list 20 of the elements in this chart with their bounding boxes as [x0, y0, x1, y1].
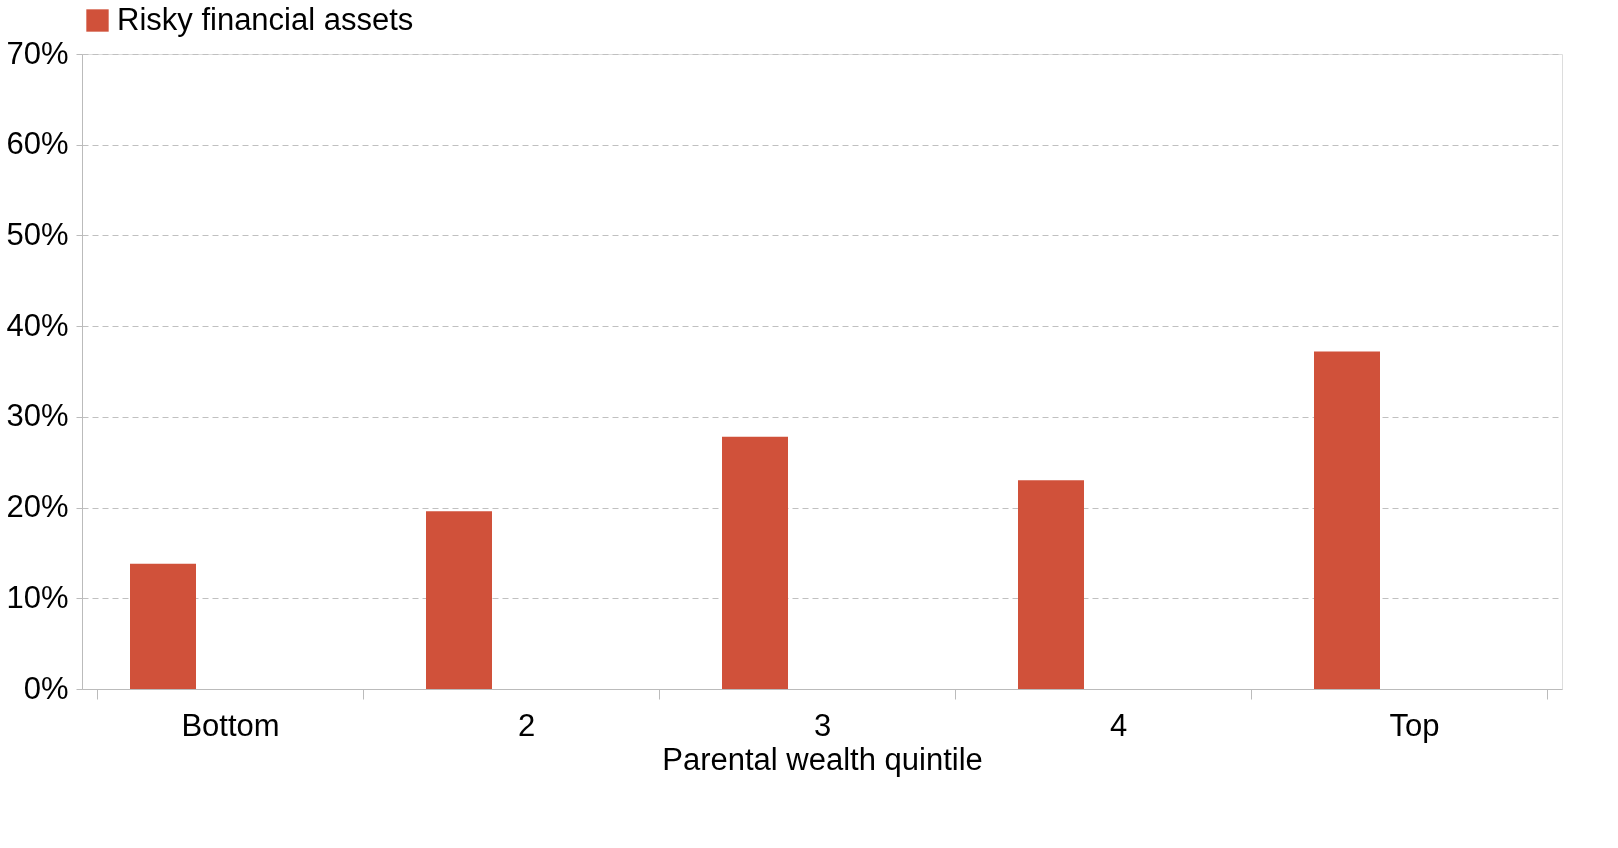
x-tick-label: 3: [813, 707, 832, 743]
bar: [722, 436, 788, 689]
x-tick-label: 4: [1109, 707, 1128, 743]
bar: [1018, 480, 1084, 689]
y-tick-label: 10%: [6, 579, 69, 615]
x-tick-label: 2: [517, 707, 536, 743]
y-tick-label: 50%: [6, 216, 69, 252]
y-tick-label: 60%: [6, 126, 69, 162]
y-tick-label: 0%: [23, 670, 69, 706]
y-tick-label: 20%: [6, 489, 69, 525]
x-tick-label: Bottom: [181, 707, 280, 743]
y-tick-label: 40%: [6, 307, 69, 343]
bar: [426, 511, 492, 689]
x-axis-title: Parental wealth quintile: [662, 741, 983, 777]
y-tick-label: 30%: [6, 398, 69, 434]
y-tick-label: 70%: [6, 35, 69, 71]
bar: [1314, 351, 1380, 689]
legend-label: Risky financial assets: [117, 1, 414, 37]
x-tick-label: Top: [1389, 707, 1440, 743]
bar: [130, 563, 196, 689]
